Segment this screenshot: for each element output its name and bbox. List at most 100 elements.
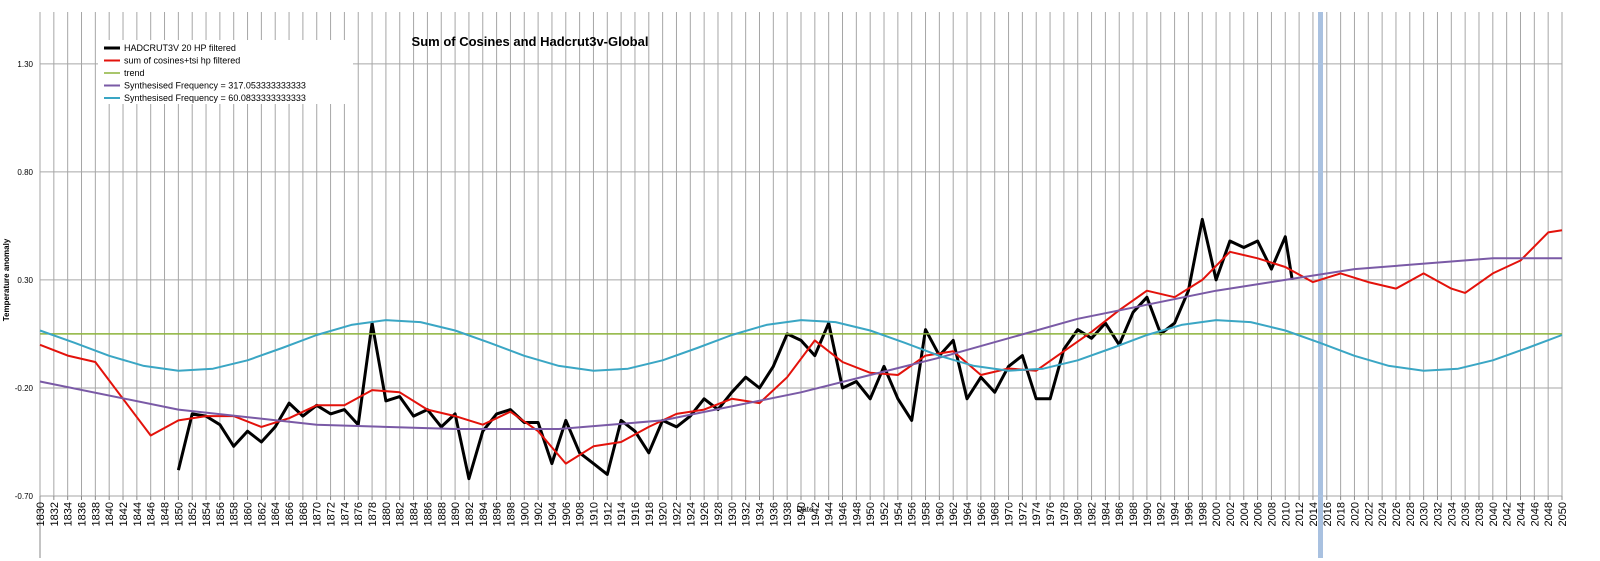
x-tick-label: 1988 [1128, 502, 1140, 526]
x-tick-label: 2038 [1474, 502, 1486, 526]
x-tick-label: 2028 [1405, 502, 1417, 526]
x-tick-label: 1968 [990, 502, 1002, 526]
series-line [39, 257, 1562, 430]
x-tick-label: 1976 [1045, 502, 1057, 526]
x-tick-label: 1910 [588, 502, 600, 526]
y-tick-label: 1.30 [17, 60, 33, 69]
x-tick-label: 2014 [1308, 502, 1320, 526]
x-axis-label: Date [797, 505, 814, 514]
x-tick-label: 1858 [229, 502, 241, 526]
x-tick-label: 1916 [630, 502, 642, 526]
x-tick-label: 1888 [436, 502, 448, 526]
x-tick-label: 1998 [1197, 502, 1209, 526]
x-tick-label: 1906 [561, 502, 573, 526]
x-tick-label: 1846 [146, 502, 158, 526]
x-tick-label: 2000 [1211, 502, 1223, 526]
x-tick-label: 1898 [505, 502, 517, 526]
highlight-band [1318, 12, 1323, 558]
x-tick-label: 2006 [1253, 502, 1265, 526]
x-tick-label: 1952 [879, 502, 891, 526]
series-line [39, 319, 1563, 372]
x-tick-label: 1860 [243, 502, 255, 526]
x-tick-label: 1894 [478, 502, 490, 526]
y-tick-label: 0.30 [17, 276, 33, 285]
x-tick-label: 1912 [602, 502, 614, 526]
x-tick-label: 2030 [1419, 502, 1431, 526]
legend-label: trend [124, 68, 145, 78]
x-tick-label: 1850 [173, 502, 185, 526]
x-tick-label: 1974 [1031, 502, 1043, 526]
y-axis-label: Temperature anomaly [2, 238, 11, 321]
x-tick-label: 1886 [422, 502, 434, 526]
x-tick-label: 1960 [934, 502, 946, 526]
x-tick-label: 1990 [1142, 502, 1154, 526]
x-tick-label: 1848 [160, 502, 172, 526]
x-tick-label: 1884 [409, 502, 421, 526]
x-tick-label: 1900 [519, 502, 531, 526]
x-tick-label: 2008 [1266, 502, 1278, 526]
y-tick-label: -0.70 [15, 492, 34, 501]
x-tick-label: 1852 [187, 502, 199, 526]
x-tick-label: 2012 [1294, 502, 1306, 526]
series-line [39, 229, 1563, 465]
chart-title: Sum of Cosines and Hadcrut3v-Global [412, 34, 649, 49]
x-tick-label: 1938 [782, 502, 794, 526]
x-tick-label: 1958 [921, 502, 933, 526]
x-tick-label: 1878 [367, 502, 379, 526]
legend-label: Synthesised Frequency = 317.053333333333 [124, 81, 306, 91]
lines [39, 217, 1563, 481]
x-tick-label: 1844 [132, 502, 144, 526]
x-tick-label: 1830 [35, 502, 47, 526]
legend: HADCRUT3V 20 HP filtered sum of cosines+t… [104, 43, 306, 103]
legend-label: HADCRUT3V 20 HP filtered [124, 43, 236, 53]
x-tick-label: 1862 [256, 502, 268, 526]
x-tick-label: 1890 [450, 502, 462, 526]
x-tick-label: 1908 [575, 502, 587, 526]
x-tick-label: 1902 [533, 502, 545, 526]
x-tick-label: 2022 [1363, 502, 1375, 526]
y-tick-label: -0.20 [15, 384, 34, 393]
x-tick-label: 1922 [671, 502, 683, 526]
x-tick-label: 1996 [1183, 502, 1195, 526]
x-tick-label: 1970 [1004, 502, 1016, 526]
x-tick-label: 1962 [948, 502, 960, 526]
x-tick-label: 1934 [754, 502, 766, 526]
y-tick-label: 0.80 [17, 168, 33, 177]
x-tick-label: 2046 [1529, 502, 1541, 526]
x-tick-label: 2002 [1225, 502, 1237, 526]
x-tick-label: 1874 [339, 502, 351, 526]
x-tick-label: 2004 [1239, 502, 1251, 526]
x-tick-label: 2020 [1349, 502, 1361, 526]
x-tick-label: 1868 [298, 502, 310, 526]
x-tick-label: 1904 [547, 502, 559, 526]
x-tick-label: 1980 [1073, 502, 1085, 526]
x-tick-label: 1870 [312, 502, 324, 526]
legend-label: sum of cosines+tsi hp filtered [124, 56, 240, 66]
x-tick-label: 1924 [685, 502, 697, 526]
x-tick-label: 2048 [1543, 502, 1555, 526]
x-tick-label: 1918 [644, 502, 656, 526]
x-tick-label: 2050 [1557, 502, 1569, 526]
x-tick-label: 1834 [63, 502, 75, 526]
x-tick-label: 1936 [768, 502, 780, 526]
x-tick-label: 2010 [1280, 502, 1292, 526]
x-tick-label: 1932 [741, 502, 753, 526]
x-tick-label: 1872 [326, 502, 338, 526]
x-tick-label: 1992 [1156, 502, 1168, 526]
x-tick-label: 1994 [1170, 502, 1182, 526]
x-tick-label: 1892 [464, 502, 476, 526]
x-tick-label: 1880 [381, 502, 393, 526]
x-tick-label: 1866 [284, 502, 296, 526]
x-tick-label: 1856 [215, 502, 227, 526]
x-tick-label: 1940 [796, 502, 808, 526]
x-tick-label: 1864 [270, 502, 282, 526]
x-tick-label: 1876 [353, 502, 365, 526]
x-tick-label: 1926 [699, 502, 711, 526]
x-tick-label: 1946 [838, 502, 850, 526]
x-tick-label: 1964 [962, 502, 974, 526]
x-tick-label: 1914 [616, 502, 628, 526]
x-tick-label: 1950 [865, 502, 877, 526]
x-tick-label: 1920 [658, 502, 670, 526]
x-tick-label: 2032 [1432, 502, 1444, 526]
